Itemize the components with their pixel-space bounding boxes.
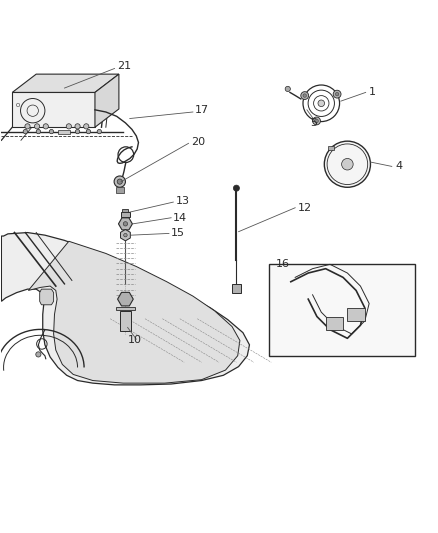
Circle shape [75, 130, 80, 134]
Circle shape [313, 117, 321, 125]
Circle shape [336, 92, 339, 96]
Bar [121, 212, 130, 217]
Text: O: O [16, 103, 20, 108]
Circle shape [333, 90, 341, 98]
Circle shape [36, 352, 41, 357]
Circle shape [123, 222, 127, 226]
Text: 1: 1 [369, 87, 376, 98]
Circle shape [318, 100, 325, 107]
Text: 12: 12 [297, 203, 311, 213]
Circle shape [75, 124, 80, 129]
Polygon shape [118, 218, 132, 230]
Text: 17: 17 [195, 105, 209, 115]
Circle shape [124, 233, 127, 237]
Polygon shape [116, 306, 135, 310]
Bar [325, 317, 343, 329]
Polygon shape [12, 92, 95, 127]
Bar [232, 284, 241, 293]
Circle shape [324, 141, 371, 187]
Circle shape [66, 124, 71, 129]
Circle shape [285, 86, 290, 92]
Polygon shape [1, 232, 250, 385]
Circle shape [23, 130, 28, 134]
Text: 21: 21 [117, 61, 131, 71]
Bar [120, 311, 131, 331]
Circle shape [86, 130, 91, 134]
Circle shape [97, 130, 102, 134]
Circle shape [301, 92, 309, 100]
Circle shape [84, 124, 89, 129]
Text: 10: 10 [127, 335, 141, 345]
Polygon shape [120, 230, 131, 241]
Polygon shape [95, 74, 119, 127]
Circle shape [233, 185, 240, 191]
Bar [116, 187, 124, 192]
Circle shape [43, 124, 48, 129]
Text: 16: 16 [276, 260, 290, 269]
Circle shape [117, 179, 122, 184]
Bar [269, 264, 415, 356]
Circle shape [36, 130, 41, 134]
Polygon shape [117, 293, 133, 306]
Circle shape [315, 119, 318, 123]
Circle shape [25, 124, 30, 129]
Circle shape [303, 94, 307, 98]
Text: 13: 13 [176, 196, 190, 206]
Polygon shape [40, 289, 53, 305]
Text: 5: 5 [311, 118, 318, 128]
Bar [328, 146, 334, 150]
Text: 4: 4 [395, 161, 403, 172]
Circle shape [342, 158, 353, 170]
Text: 15: 15 [171, 229, 185, 238]
Circle shape [49, 130, 53, 134]
Text: 14: 14 [173, 213, 187, 223]
Polygon shape [28, 241, 240, 383]
Circle shape [114, 176, 125, 187]
Bar [58, 130, 70, 134]
Bar [122, 209, 128, 212]
Text: 20: 20 [191, 138, 205, 148]
Polygon shape [12, 74, 119, 92]
Bar [347, 308, 365, 321]
Circle shape [35, 124, 40, 129]
